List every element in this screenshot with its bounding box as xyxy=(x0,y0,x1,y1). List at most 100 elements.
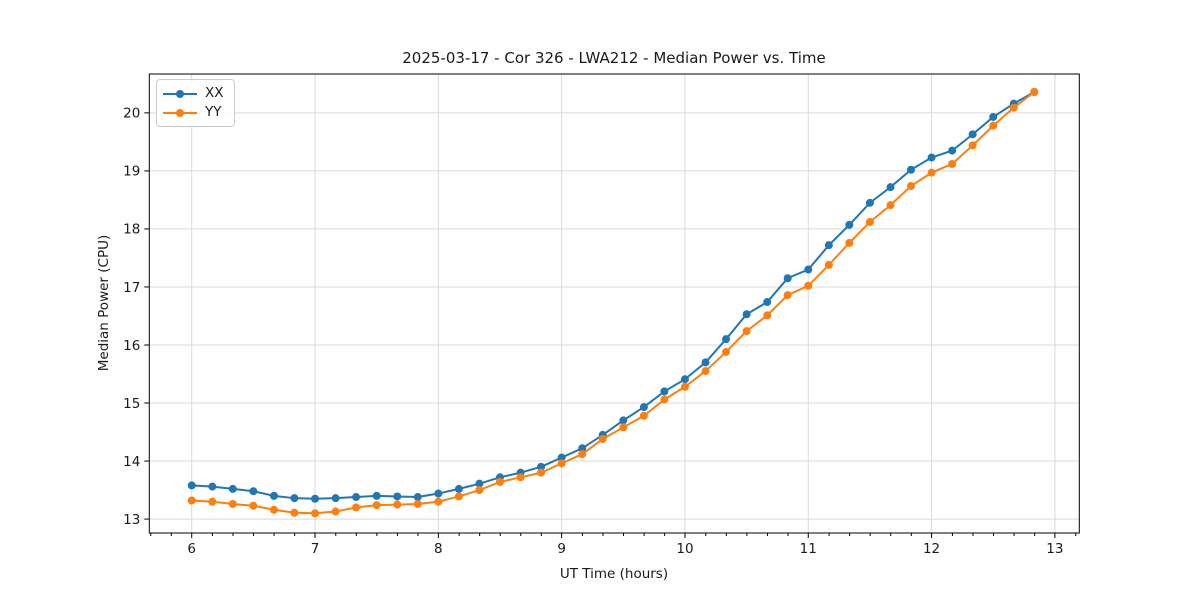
xx-series-marker xyxy=(619,416,628,425)
yy-series-marker xyxy=(1030,87,1039,96)
xx-series-marker xyxy=(187,481,196,490)
yy-series-marker xyxy=(927,168,936,177)
yy-series-marker xyxy=(865,217,874,226)
xx-series-marker xyxy=(413,493,422,502)
xx-series-marker xyxy=(311,494,320,503)
x-axis-label: UT Time (hours) xyxy=(559,566,669,582)
yy-series-marker xyxy=(989,121,998,130)
xx-series-marker xyxy=(454,484,463,493)
x-tick-label: 12 xyxy=(923,541,940,557)
xx-series-marker xyxy=(208,482,217,491)
yy-series-marker xyxy=(495,477,504,486)
yy-series-marker xyxy=(701,367,710,376)
yy-series-marker xyxy=(516,473,525,482)
yy-series-marker xyxy=(290,508,299,517)
yy-series-marker xyxy=(886,201,895,210)
xx-series-marker xyxy=(578,444,587,453)
yy-series-marker xyxy=(208,497,217,506)
yy-series-marker xyxy=(393,500,402,509)
x-tick-label: 11 xyxy=(800,541,817,557)
xx-series-marker xyxy=(290,494,299,503)
yy-series-marker xyxy=(906,181,915,190)
xx-series-marker xyxy=(249,487,258,496)
yy-series-marker xyxy=(352,503,361,512)
xx-series-marker xyxy=(742,310,751,319)
xx-series-marker xyxy=(989,112,998,121)
xx-line-marker-icon xyxy=(163,89,197,99)
yy-series-marker xyxy=(1009,103,1018,112)
y-tick-label: 15 xyxy=(123,396,140,412)
y-tick-label: 13 xyxy=(123,512,140,528)
yy-series-marker xyxy=(228,499,237,508)
yy-series-marker xyxy=(639,411,648,420)
xx-series-marker xyxy=(475,479,484,488)
x-tick-label: 7 xyxy=(311,541,320,557)
xx-series-marker xyxy=(537,462,546,471)
xx-series-marker xyxy=(865,198,874,207)
legend: XX YY xyxy=(156,79,235,127)
y-tick-label: 20 xyxy=(123,106,140,122)
x-tick-label: 10 xyxy=(676,541,693,557)
legend-label-xx: XX xyxy=(205,85,224,101)
y-tick-label: 19 xyxy=(123,164,140,180)
yy-series-marker xyxy=(413,499,422,508)
yy-series-marker xyxy=(845,238,854,247)
xx-series-marker xyxy=(948,146,957,155)
yy-series-marker xyxy=(187,496,196,505)
legend-label-yy: YY xyxy=(205,104,222,120)
yy-series-marker xyxy=(372,501,381,510)
yy-series-marker xyxy=(824,260,833,269)
xx-series-marker xyxy=(906,165,915,174)
xx-series-marker xyxy=(763,298,772,307)
x-tick-label: 13 xyxy=(1046,541,1063,557)
yy-series-marker xyxy=(454,492,463,501)
yy-series-marker xyxy=(475,486,484,495)
xx-series-marker xyxy=(783,274,792,283)
yy-series-marker xyxy=(619,423,628,432)
y-tick-label: 16 xyxy=(123,338,140,354)
xx-series-marker xyxy=(331,494,340,503)
legend-item-yy: YY xyxy=(163,103,224,122)
axes-border xyxy=(148,73,1080,534)
x-tick-label: 9 xyxy=(557,541,566,557)
yy-series-marker xyxy=(331,507,340,516)
yy-series-marker xyxy=(763,311,772,320)
xx-series-marker xyxy=(269,491,278,500)
x-tick-label: 8 xyxy=(434,541,443,557)
xx-series-marker xyxy=(968,130,977,139)
yy-series-marker xyxy=(783,291,792,300)
yy-series-marker xyxy=(434,497,443,506)
yy-series-line xyxy=(191,91,1035,515)
yy-series-marker xyxy=(804,281,813,290)
xx-series-marker xyxy=(886,183,895,192)
yy-series-marker xyxy=(680,382,689,391)
xx-series-marker xyxy=(660,387,669,396)
xx-series-marker xyxy=(228,484,237,493)
yy-series-marker xyxy=(722,347,731,356)
xx-series-marker xyxy=(639,403,648,412)
xx-series-marker xyxy=(804,265,813,274)
xx-series-marker xyxy=(372,491,381,500)
chart-title: 2025-03-17 - Cor 326 - LWA212 - Median P… xyxy=(402,49,826,67)
yy-series-marker xyxy=(249,501,258,510)
yy-series-marker xyxy=(598,434,607,443)
yy-series-marker xyxy=(557,459,566,468)
xx-series-marker xyxy=(680,375,689,384)
y-tick-label: 14 xyxy=(123,454,140,470)
xx-series-marker xyxy=(434,489,443,498)
yy-series-marker xyxy=(968,141,977,150)
yy-series-marker xyxy=(660,395,669,404)
y-axis-label: Median Power (CPU) xyxy=(96,234,112,372)
xx-series-marker xyxy=(352,493,361,502)
legend-item-xx: XX xyxy=(163,84,224,103)
yy-series-marker xyxy=(269,505,278,514)
xx-series-marker xyxy=(927,153,936,162)
xx-series-marker xyxy=(722,335,731,344)
yy-line-marker-icon xyxy=(163,108,197,118)
yy-series-marker xyxy=(948,159,957,168)
xx-series-line xyxy=(191,91,1035,500)
y-tick-label: 17 xyxy=(123,280,140,296)
xx-series-marker xyxy=(824,241,833,250)
